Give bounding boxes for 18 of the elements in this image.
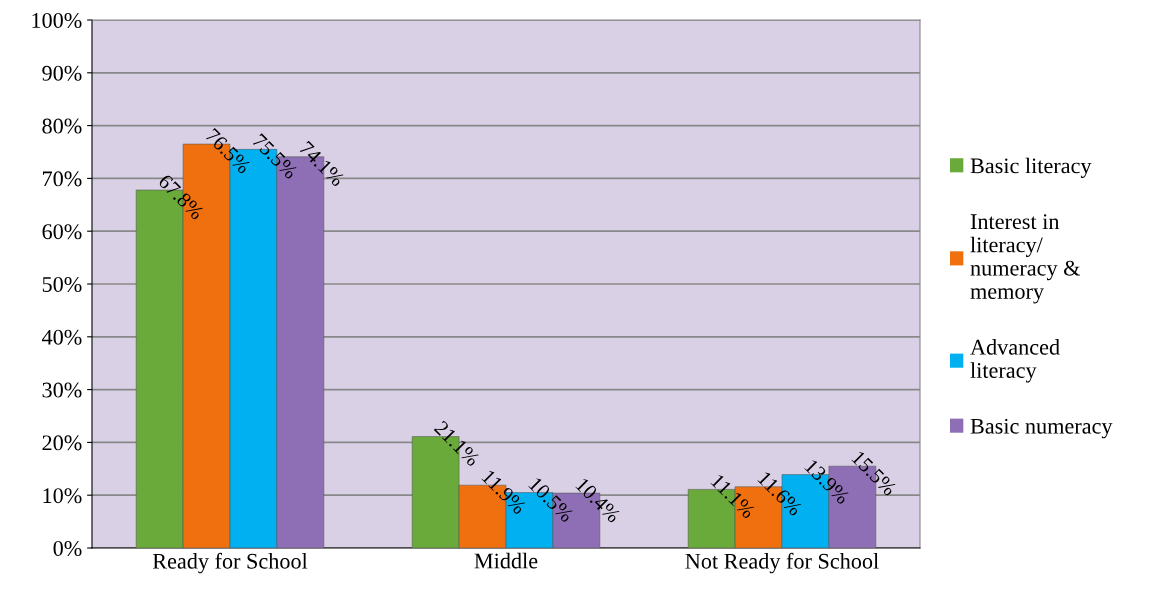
legend-label: Basic numeracy <box>970 418 1113 439</box>
y-tick-label: 40% <box>41 329 82 345</box>
legend-label: Interest in literacy/ numeracy & memory <box>970 214 1081 304</box>
y-tick-label: 10% <box>43 488 82 504</box>
legend-label: Advanced literacy <box>970 339 1060 383</box>
y-tick-label: 0% <box>53 540 82 556</box>
x-tick-label: Middle <box>474 552 538 569</box>
y-tick-label: 80% <box>42 118 82 134</box>
x-tick-label: Ready for School <box>152 552 308 574</box>
y-tick-label: 30% <box>42 382 82 398</box>
y-tick-label: 20% <box>42 435 82 451</box>
x-tick-label: Not Ready for School <box>685 552 879 574</box>
y-tick-label: 50% <box>42 276 82 292</box>
legend-label: Basic literacy <box>970 157 1092 178</box>
y-tick-label: 100% <box>32 12 82 28</box>
y-tick-label: 90% <box>42 65 82 81</box>
y-tick-label: 60% <box>42 224 82 240</box>
y-tick-label: 70% <box>43 171 82 187</box>
